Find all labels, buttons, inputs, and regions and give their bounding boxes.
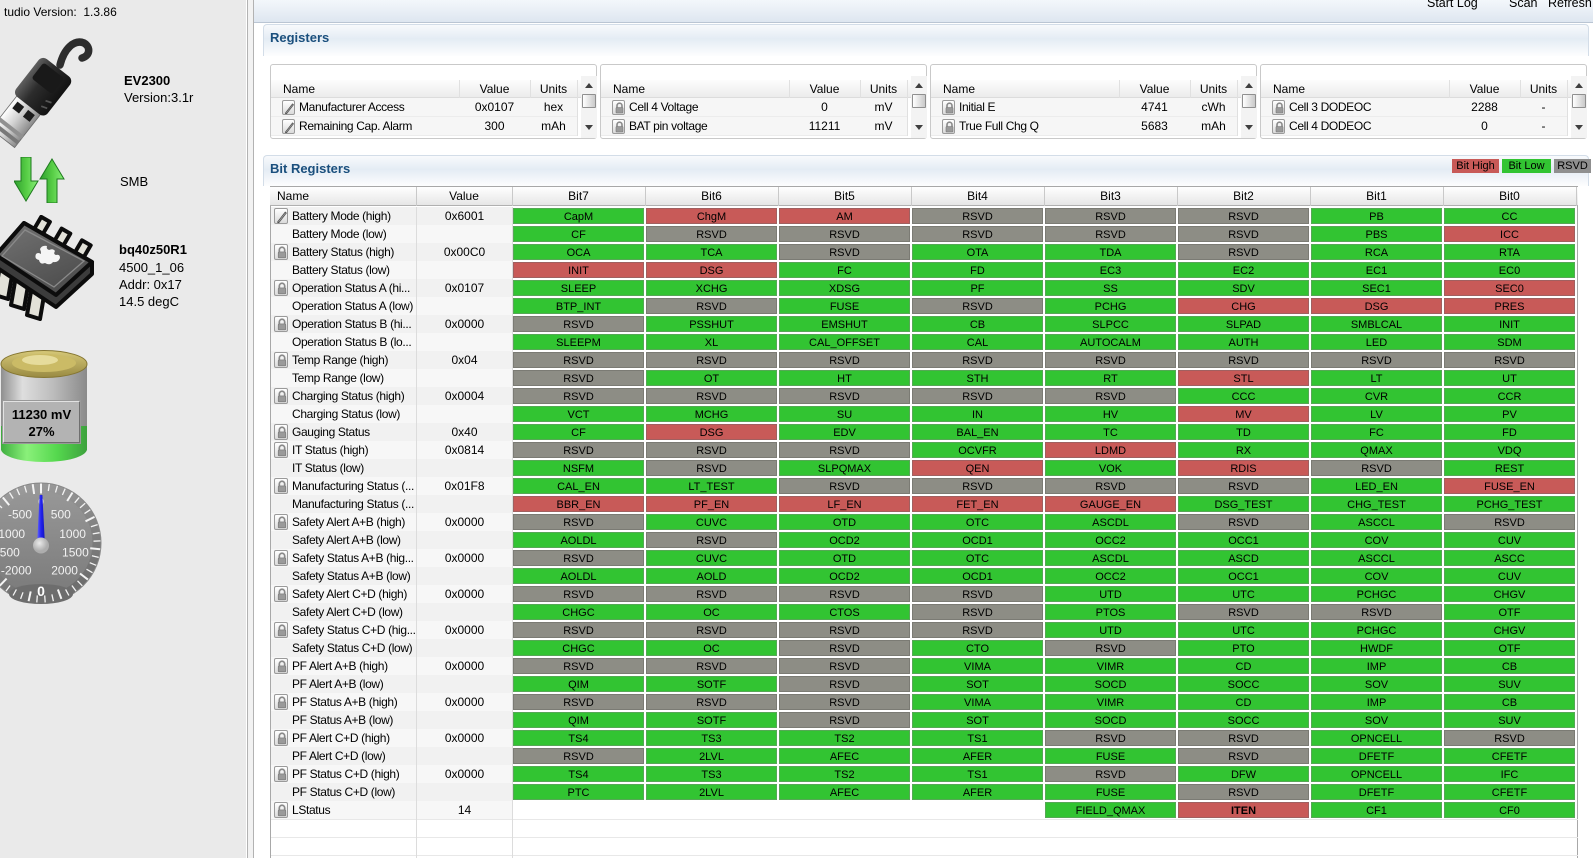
svg-text:2000: 2000 [51, 564, 78, 578]
svg-text:-1500: -1500 [0, 546, 20, 560]
svg-text:0: 0 [37, 583, 45, 599]
svg-text:1500: 1500 [62, 546, 89, 560]
svg-text:-500: -500 [8, 508, 32, 522]
svg-text:-1000: -1000 [0, 527, 25, 541]
svg-text:1000: 1000 [59, 527, 86, 541]
svg-text:500: 500 [51, 508, 71, 522]
svg-text:-2000: -2000 [1, 564, 32, 578]
